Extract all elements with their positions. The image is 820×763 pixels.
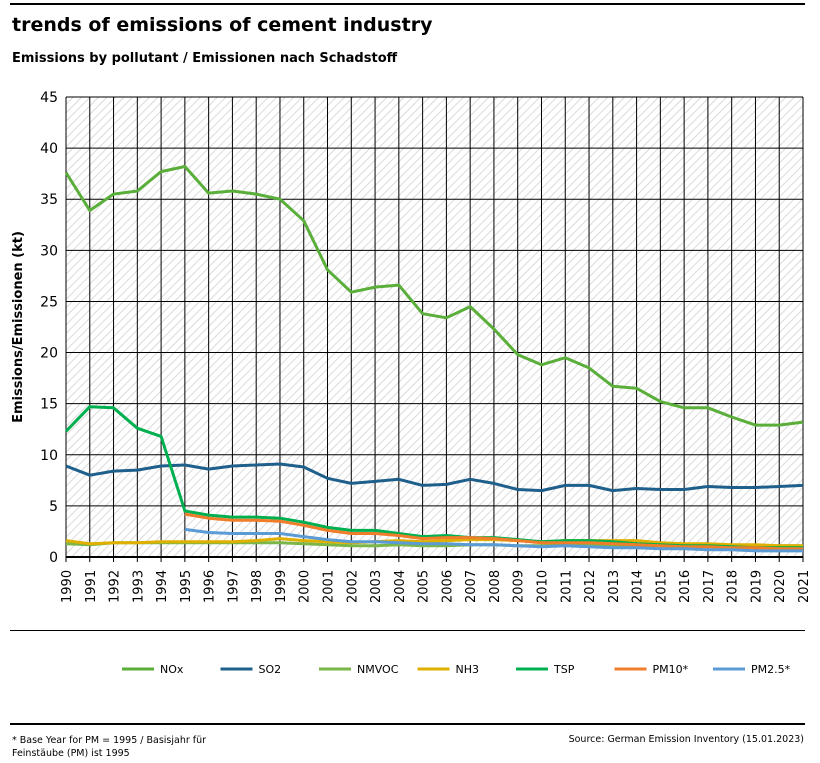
series-line-nox (64, 165, 804, 427)
x-tick-label: 2011 (559, 570, 574, 603)
footer-rule (10, 723, 805, 725)
x-tick-label: 2016 (678, 570, 693, 603)
y-tick-label: 20 (40, 346, 58, 362)
series-line-pm10 (184, 512, 803, 551)
chart-title: trends of emissions of cement industry (12, 14, 433, 36)
x-tick-label: 2012 (583, 570, 598, 603)
x-tick-label: 2001 (322, 570, 337, 603)
legend-label: PM2.5* (751, 663, 791, 676)
series-line-nh3 (65, 537, 803, 548)
x-tick-label: 2007 (464, 570, 479, 603)
chart-subtitle: Emissions by pollutant / Emissionen nach… (12, 51, 398, 66)
footnote: * Base Year for PM = 1995 / Basisjahr fü… (12, 735, 207, 759)
series-line-so2 (65, 462, 804, 493)
y-tick-label: 0 (49, 550, 58, 566)
legend-label: NH3 (456, 663, 480, 676)
y-axis-label: Emissions/Emissionen (kt) (11, 231, 26, 423)
x-tick-label: 2003 (369, 570, 384, 603)
plot-area (66, 97, 803, 557)
source-note: Source: German Emission Inventory (15.01… (568, 734, 804, 745)
x-tick-label: 2020 (773, 570, 788, 603)
legend-label: NMVOC (357, 663, 399, 676)
x-tick-label: 1998 (250, 570, 265, 603)
y-tick-label: 45 (40, 90, 58, 106)
x-tick-label: 1995 (179, 570, 194, 603)
top-rule (10, 3, 805, 5)
y-tick-label: 25 (40, 294, 58, 310)
x-tick-label: 1990 (60, 570, 75, 603)
y-tick-label: 5 (49, 499, 58, 515)
x-tick-label: 1997 (226, 570, 241, 603)
x-tick-label: 1993 (131, 570, 146, 603)
legend-top-rule (10, 630, 805, 631)
x-tick-label: 2021 (797, 570, 812, 603)
x-tick-label: 2005 (417, 570, 432, 603)
y-tick-label: 15 (40, 397, 58, 413)
x-tick-label: 2009 (512, 570, 527, 603)
y-tick-label: 40 (40, 141, 58, 157)
legend-label: SO2 (259, 663, 282, 676)
x-tick-label: 2002 (345, 570, 360, 603)
line-chart: Emissions/Emissionen (kt) 0 5 10 15 20 25 30 35… (11, 90, 812, 676)
x-tick-label: 2006 (440, 570, 455, 603)
x-tick-label: 1999 (274, 570, 289, 603)
legend-label: TSP (553, 663, 575, 676)
x-tick-label: 2019 (749, 570, 764, 603)
y-tick-label: 35 (40, 192, 58, 208)
x-tick-label: 1991 (84, 570, 99, 603)
x-tick-label: 1996 (203, 570, 218, 603)
x-tick-label: 2008 (488, 570, 503, 603)
y-tick-label: 10 (40, 448, 58, 464)
x-tick-label: 1992 (108, 570, 123, 603)
y-tick-label: 30 (40, 243, 58, 259)
x-tick-label: 2014 (631, 570, 646, 603)
x-tick-label: 1994 (155, 570, 170, 603)
x-tick-label: 2010 (535, 570, 550, 603)
legend-label: PM10* (653, 663, 689, 676)
x-tick-label: 2017 (702, 570, 717, 603)
x-tick-label: 2018 (726, 570, 741, 603)
x-tick-label: 2013 (607, 570, 622, 603)
x-tick-label: 2015 (654, 570, 669, 603)
legend-label: NOx (160, 663, 184, 676)
x-tick-label: 2000 (298, 570, 313, 603)
series-line-pm25 (184, 527, 803, 553)
x-tick-label: 2004 (393, 570, 408, 603)
